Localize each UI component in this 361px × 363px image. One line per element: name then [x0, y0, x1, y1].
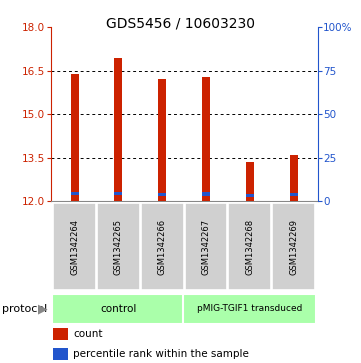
Text: ▶: ▶: [38, 302, 47, 315]
Text: GSM1342265: GSM1342265: [114, 219, 123, 275]
Bar: [71, 192, 79, 195]
Bar: [184, 203, 227, 290]
Bar: [202, 192, 210, 196]
Bar: [114, 58, 122, 201]
Bar: [53, 328, 68, 340]
Text: count: count: [73, 329, 103, 339]
Bar: [71, 74, 79, 201]
Bar: [290, 155, 297, 201]
Bar: [53, 348, 68, 360]
Text: GSM1342267: GSM1342267: [201, 219, 210, 275]
Bar: [52, 294, 185, 323]
Bar: [183, 294, 316, 323]
Bar: [246, 162, 254, 201]
Text: GSM1342266: GSM1342266: [158, 219, 167, 275]
Bar: [53, 203, 96, 290]
Text: GSM1342269: GSM1342269: [289, 219, 298, 275]
Text: percentile rank within the sample: percentile rank within the sample: [73, 349, 249, 359]
Bar: [158, 79, 166, 201]
Bar: [246, 193, 254, 196]
Text: GSM1342264: GSM1342264: [70, 219, 79, 275]
Text: GDS5456 / 10603230: GDS5456 / 10603230: [106, 16, 255, 30]
Bar: [290, 193, 297, 196]
Text: pMIG-TGIF1 transduced: pMIG-TGIF1 transduced: [197, 304, 303, 313]
Bar: [114, 192, 122, 195]
Bar: [97, 203, 140, 290]
Bar: [272, 203, 315, 290]
Bar: [229, 203, 271, 290]
Text: control: control: [100, 303, 136, 314]
Bar: [141, 203, 184, 290]
Bar: [158, 193, 166, 196]
Bar: [202, 77, 210, 201]
Text: GSM1342268: GSM1342268: [245, 219, 254, 275]
Text: protocol: protocol: [2, 303, 47, 314]
